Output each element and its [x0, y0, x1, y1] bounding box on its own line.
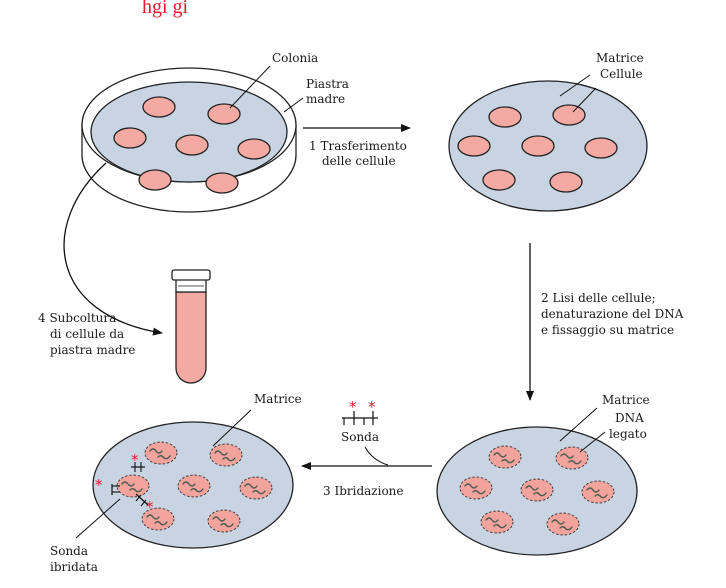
label-matrice-bottom-right: Matrice [602, 393, 650, 407]
cell-colony [457, 135, 491, 157]
probe-star-icon: * [349, 398, 357, 416]
colony [237, 138, 271, 160]
cell-colony [521, 135, 555, 157]
colony [142, 96, 176, 118]
colony [113, 127, 147, 149]
label-step1-line1: 1 Trasferimento [309, 139, 407, 153]
colony [205, 172, 239, 194]
svg-text:*: * [95, 476, 103, 494]
dna-blob [209, 443, 243, 467]
svg-text:*: * [131, 451, 139, 469]
probe-icon: * * [342, 398, 378, 425]
dna-blob [144, 441, 178, 465]
label-step2-line1: 2 Lisi delle cellule; [541, 291, 656, 305]
label-cellule: Cellule [600, 67, 643, 81]
label-matrice-top: Matrice [596, 51, 644, 65]
colony [175, 134, 209, 156]
dna-blob [459, 476, 493, 500]
label-step4-line2: di cellule da [50, 327, 124, 341]
label-step2-line2: denaturazione del DNA [541, 307, 684, 321]
dna-blob [480, 510, 514, 534]
dna-blob [239, 476, 273, 500]
label-madre: madre [306, 92, 345, 106]
label-step4-line1: 4 Subcoltura [38, 311, 116, 325]
label-sonda-ibridata-line2: ibridata [50, 560, 98, 574]
label-colonia: Colonia [272, 51, 318, 65]
colony [138, 169, 172, 191]
dna-blob [546, 512, 580, 536]
cell-colony [488, 106, 522, 128]
label-legato: legato [609, 427, 647, 441]
matrix-top [448, 80, 648, 212]
colony [207, 103, 241, 125]
label-step2-line3: e fissaggio su matrice [541, 323, 674, 337]
label-step4-line3: piastra madre [50, 343, 135, 357]
matrix-hybridized: * * * [92, 421, 294, 549]
hybridized-probe-icon: * * * [95, 451, 154, 516]
matrix-bound-dna [436, 426, 638, 556]
arrow-step4 [63, 162, 163, 336]
dna-blob [177, 474, 211, 498]
label-matrice-bottom-left: Matrice [254, 392, 302, 406]
dna-blob [581, 480, 615, 504]
dna-blob [488, 445, 522, 469]
label-sonda: Sonda [341, 430, 379, 444]
cell-colony [584, 137, 618, 159]
label-piastra: Piastra [306, 77, 349, 91]
label-sonda-ibridata-line1: Sonda [50, 544, 88, 558]
dna-blob [555, 446, 589, 470]
header-fragment: hgi gi [142, 0, 189, 18]
label-dna: DNA [615, 411, 644, 425]
dna-blob-hybridized [116, 474, 150, 498]
cell-colony [549, 171, 583, 193]
master-plate [81, 67, 297, 213]
dna-blob [520, 478, 554, 502]
dna-blob [207, 509, 241, 533]
cell-colony [552, 104, 586, 126]
test-tube [171, 269, 211, 384]
label-step1-line2: delle cellule [322, 154, 396, 168]
probe-star-icon: * [368, 398, 376, 416]
cell-colony [482, 169, 516, 191]
label-step3: 3 Ibridazione [323, 484, 404, 498]
svg-text:*: * [146, 498, 154, 516]
dna-blob [141, 507, 175, 531]
